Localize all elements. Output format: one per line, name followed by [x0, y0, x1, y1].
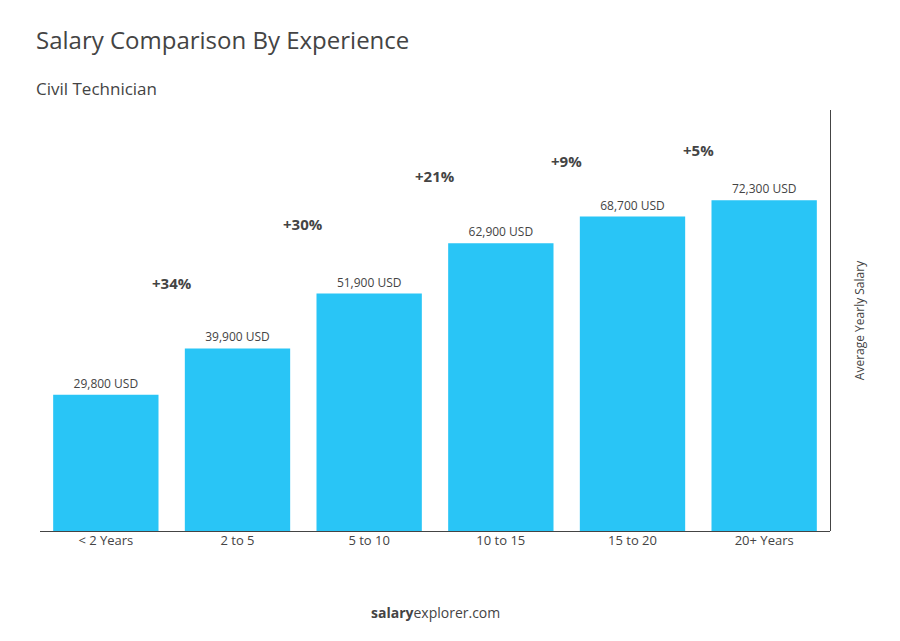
- svg-text:68,700 USD: 68,700 USD: [600, 197, 665, 214]
- svg-text:+34%: +34%: [152, 273, 192, 293]
- svg-text:+5%: +5%: [683, 140, 714, 160]
- svg-text:+9%: +9%: [551, 151, 582, 171]
- svg-text:salaryexplorer.com: salaryexplorer.com: [371, 603, 500, 622]
- svg-text:2 to 5: 2 to 5: [220, 531, 254, 549]
- svg-text:72,300 USD: 72,300 USD: [732, 180, 797, 197]
- svg-text:Civil Technician: Civil Technician: [36, 77, 157, 100]
- svg-text:20+ Years: 20+ Years: [735, 531, 794, 549]
- svg-text:5 to 10: 5 to 10: [348, 531, 390, 549]
- svg-text:10 to 15: 10 to 15: [476, 531, 525, 549]
- svg-text:29,800 USD: 29,800 USD: [74, 375, 139, 392]
- svg-text:< 2 Years: < 2 Years: [78, 531, 133, 549]
- svg-text:+30%: +30%: [283, 214, 323, 234]
- svg-text:Average Yearly Salary: Average Yearly Salary: [851, 260, 868, 380]
- svg-text:+21%: +21%: [415, 166, 455, 186]
- svg-text:62,900 USD: 62,900 USD: [469, 223, 534, 240]
- svg-text:15 to 20: 15 to 20: [608, 531, 657, 549]
- svg-text:Salary Comparison By Experienc: Salary Comparison By Experience: [36, 23, 409, 56]
- svg-text:51,900 USD: 51,900 USD: [337, 274, 402, 291]
- svg-text:39,900 USD: 39,900 USD: [205, 328, 270, 345]
